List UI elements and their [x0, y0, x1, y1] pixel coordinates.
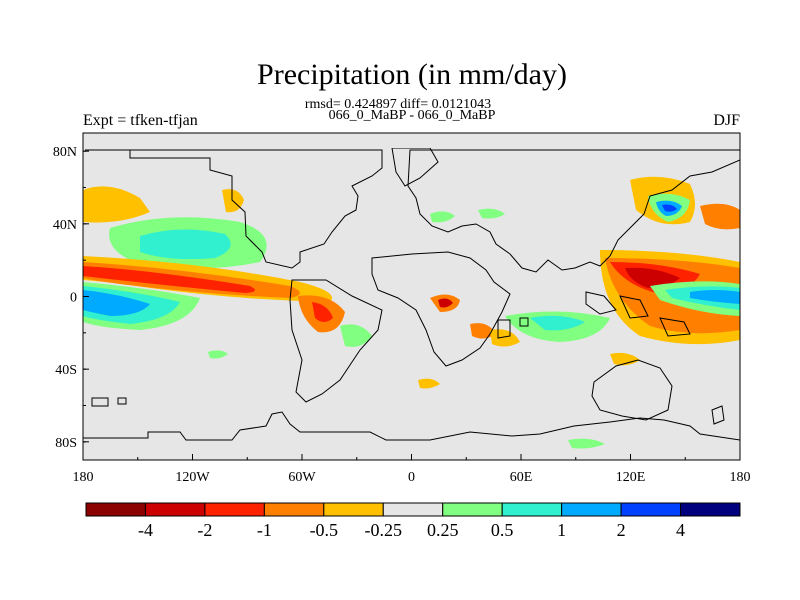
- x-tick-label: 60E: [510, 470, 533, 485]
- colorbar: -4 -2 -1 -0.5 -0.25 0.25 0.5 1 2 4: [85, 502, 741, 540]
- y-tick-label: 80S: [55, 436, 77, 451]
- colorbar-label: -2: [197, 520, 212, 540]
- stats-line: rmsd= 0.424897 diff= 0.0121043: [305, 97, 491, 112]
- colorbar-swatch: [323, 502, 384, 517]
- coastline-greenland: [391, 148, 439, 187]
- colorbar-label: -0.25: [365, 520, 403, 540]
- anomaly-asia-north: [478, 208, 505, 219]
- colorbar-label: 0.5: [491, 520, 514, 540]
- anomaly-africa-dry-inner: [438, 298, 453, 308]
- colorbar-swatch: [263, 502, 325, 517]
- colorbar-swatch: [442, 502, 503, 517]
- x-tick-label: 0: [408, 470, 415, 485]
- colorbar-label: 1: [557, 520, 566, 540]
- coastline-south-america: [289, 279, 383, 403]
- anomaly-north-pacific-east-dry: [700, 203, 740, 230]
- colorbar-label: 0.25: [427, 520, 459, 540]
- y-tick-label: 80N: [53, 145, 77, 160]
- anomaly-indian-ocean-wet-inner: [530, 315, 585, 331]
- colorbar-swatch: [382, 502, 444, 517]
- colorbar-label: -0.5: [310, 520, 339, 540]
- anomaly-south-atlantic: [418, 378, 440, 389]
- anomaly-south-america-dry-inner: [312, 302, 333, 322]
- anomaly-west-pacific-wet-inner: [690, 290, 740, 304]
- anomaly-japan-wet-core: [662, 204, 677, 212]
- colorbar-label: 2: [617, 520, 626, 540]
- y-tick-label: 40S: [55, 363, 77, 378]
- colorbar-swatch: [144, 502, 206, 517]
- y-tick-label: 40N: [53, 218, 77, 233]
- colorbar-swatch: [561, 502, 622, 517]
- anomaly-north-pacific-neg: [83, 186, 150, 223]
- anomaly-north-pacific-pos-inner: [140, 229, 231, 260]
- colorbar-swatch: [204, 502, 265, 517]
- map-title: Precipitation (in mm/day): [257, 58, 567, 91]
- coastline-north-america: [85, 149, 383, 269]
- colorbar-swatch: [85, 502, 146, 517]
- coastline-antarctica: [83, 411, 740, 460]
- season-label: DJF: [713, 112, 740, 129]
- x-tick-label: 120E: [616, 470, 646, 485]
- coastlines: [83, 148, 740, 460]
- colorbar-label: -1: [257, 520, 272, 540]
- x-tick-label: 60W: [288, 470, 316, 485]
- y-axis: 80N 40N 0 40S 80S: [53, 145, 89, 451]
- anomaly-west-pacific-core: [625, 267, 680, 288]
- x-tick-label: 180: [73, 470, 94, 485]
- x-tick-label: 120W: [175, 470, 210, 485]
- colorbar-label: -4: [138, 520, 153, 540]
- colorbar-swatch: [680, 502, 741, 517]
- x-axis: 180 120W 60W 0 60E 120E 180: [73, 454, 751, 485]
- experiment-label: Expt = tfken-tfjan: [83, 112, 198, 129]
- anomaly-south-pacific: [208, 350, 228, 359]
- map-plot-area: 180 120W 60W 0 60E 120E 180 80N 40N 0 40S 80S: [53, 132, 751, 485]
- coastline-madagascar: [497, 319, 511, 339]
- coastline-eurasia: [407, 149, 740, 273]
- anomaly-south-america-wet: [340, 324, 372, 347]
- precipitation-anomaly-field: [83, 176, 740, 449]
- colorbar-label: 4: [676, 520, 685, 540]
- coastline-new-zealand: [711, 405, 725, 425]
- y-tick-label: 0: [70, 291, 77, 306]
- colorbar-swatch: [501, 502, 563, 517]
- anomaly-atlantic-north: [430, 211, 455, 223]
- coastline-maritime-continent: [585, 291, 691, 337]
- anomaly-eq-pacific-dry-inner: [83, 266, 255, 293]
- coastline-islands: [91, 317, 529, 407]
- anomaly-eq-pacific-wet-inner: [83, 290, 150, 316]
- x-tick-label: 180: [730, 470, 751, 485]
- anomaly-australia: [610, 352, 640, 366]
- case-line: 066_0_MaBP - 066_0_MaBP: [329, 108, 496, 123]
- coastline-africa: [371, 251, 511, 367]
- colorbar-swatch: [620, 502, 682, 517]
- anomaly-southern-ocean: [568, 438, 605, 449]
- coastline-australia: [591, 359, 673, 421]
